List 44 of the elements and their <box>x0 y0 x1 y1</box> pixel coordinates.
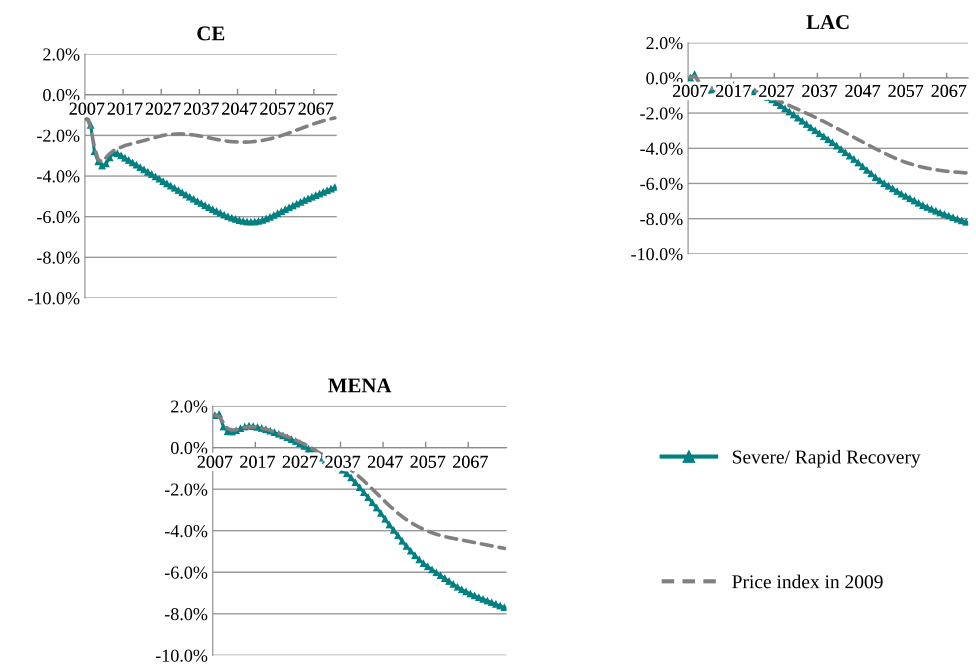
y-tick-label: -4.0% <box>640 142 683 155</box>
x-tick-label: 2067 <box>298 102 334 115</box>
y-tick-label: -6.0% <box>640 178 683 190</box>
x-tick-label: 2017 <box>240 456 276 468</box>
x-tick-label: 2007 <box>672 84 708 97</box>
x-tick-label: 2007 <box>70 102 104 115</box>
y-tick-label: -2.0% <box>640 107 683 120</box>
legend-label: Severe/ Rapid Recovery <box>732 450 921 468</box>
chart-title: LAC <box>806 15 849 30</box>
y-tick-label: -4.0% <box>164 524 208 538</box>
y-tick-label: -6.0% <box>37 210 80 224</box>
chart-title: MENA <box>328 378 392 392</box>
y-tick-label: -8.0% <box>37 252 80 264</box>
y-tick-label: -8.0% <box>164 608 208 620</box>
x-tick-label: 2027 <box>146 102 181 115</box>
x-tick-label: 2017 <box>108 102 143 115</box>
x-tick-label: 2057 <box>888 84 924 97</box>
x-tick-label: 2057 <box>410 456 446 468</box>
x-tick-label: 2067 <box>932 84 966 97</box>
y-tick-label: -10.0% <box>28 292 80 304</box>
y-tick-label: -10.0% <box>156 650 208 662</box>
y-tick-label: -6.0% <box>164 566 208 579</box>
x-tick-label: 2027 <box>282 456 318 468</box>
x-tick-label: 2047 <box>845 84 880 97</box>
x-tick-label: 2067 <box>453 456 488 468</box>
y-tick-label: 0.0% <box>43 89 80 102</box>
y-tick-label: 2.0% <box>43 48 80 61</box>
y-tick-label: 2.0% <box>646 37 683 50</box>
x-tick-label: 2047 <box>368 456 403 468</box>
x-tick-label: 2057 <box>260 102 296 115</box>
y-tick-label: 0.0% <box>170 442 208 454</box>
y-tick-label: 2.0% <box>171 400 208 413</box>
y-tick-label: -8.0% <box>640 212 683 226</box>
y-tick-label: -2.0% <box>164 483 208 496</box>
y-tick-label: -2.0% <box>37 130 80 142</box>
legend-label: Price index in 2009 <box>732 574 883 588</box>
x-tick-label: 2047 <box>222 102 257 115</box>
x-tick-label: 2007 <box>198 456 232 468</box>
y-tick-label: -4.0% <box>37 170 80 183</box>
x-tick-label: 2037 <box>184 102 219 115</box>
y-tick-label: -10.0% <box>631 248 683 260</box>
x-tick-label: 2037 <box>802 84 838 97</box>
chart-title: CE <box>197 26 224 40</box>
x-tick-label: 2027 <box>759 84 794 97</box>
